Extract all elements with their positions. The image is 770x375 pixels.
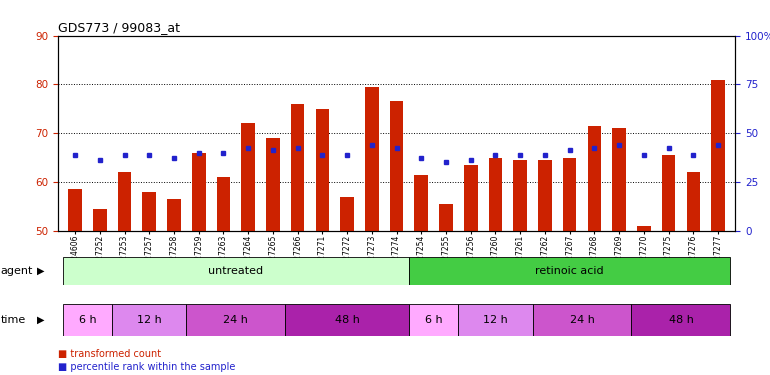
Bar — [316, 109, 329, 231]
Bar — [118, 172, 132, 231]
Bar — [563, 158, 577, 231]
Bar — [285, 304, 409, 336]
Text: agent: agent — [1, 266, 33, 276]
Bar — [538, 160, 552, 231]
Bar — [637, 226, 651, 231]
Text: 48 h: 48 h — [668, 315, 693, 325]
Bar — [588, 126, 601, 231]
Text: ▶: ▶ — [37, 266, 45, 276]
Bar — [458, 304, 533, 336]
Bar — [142, 192, 156, 231]
Bar — [661, 155, 675, 231]
Text: ■ transformed count: ■ transformed count — [58, 350, 161, 359]
Text: ▶: ▶ — [37, 315, 45, 325]
Text: 24 h: 24 h — [223, 315, 248, 325]
Text: 6 h: 6 h — [425, 315, 443, 325]
Bar — [489, 158, 502, 231]
Text: 12 h: 12 h — [483, 315, 508, 325]
Bar — [291, 104, 304, 231]
Bar — [390, 102, 403, 231]
Bar — [464, 165, 477, 231]
Bar — [612, 128, 626, 231]
Text: time: time — [1, 315, 26, 325]
Bar — [93, 209, 106, 231]
Text: retinoic acid: retinoic acid — [535, 266, 604, 276]
Bar — [409, 257, 731, 285]
Bar — [533, 304, 631, 336]
Text: 12 h: 12 h — [137, 315, 162, 325]
Bar — [514, 160, 527, 231]
Bar — [365, 87, 379, 231]
Text: 6 h: 6 h — [79, 315, 96, 325]
Bar — [241, 123, 255, 231]
Text: 48 h: 48 h — [335, 315, 360, 325]
Bar — [62, 257, 409, 285]
Bar — [439, 204, 453, 231]
Bar — [186, 304, 285, 336]
Bar — [216, 177, 230, 231]
Text: ■ percentile rank within the sample: ■ percentile rank within the sample — [58, 362, 235, 372]
Bar — [687, 172, 700, 231]
Bar — [340, 196, 354, 231]
Bar — [167, 199, 181, 231]
Text: GDS773 / 99083_at: GDS773 / 99083_at — [58, 21, 179, 34]
Bar — [69, 189, 82, 231]
Text: untreated: untreated — [208, 266, 263, 276]
Bar — [112, 304, 186, 336]
Bar — [266, 138, 280, 231]
Bar — [631, 304, 731, 336]
Bar — [414, 175, 428, 231]
Bar — [409, 304, 458, 336]
Text: 24 h: 24 h — [570, 315, 594, 325]
Bar — [711, 80, 725, 231]
Bar — [192, 153, 206, 231]
Bar — [62, 304, 112, 336]
